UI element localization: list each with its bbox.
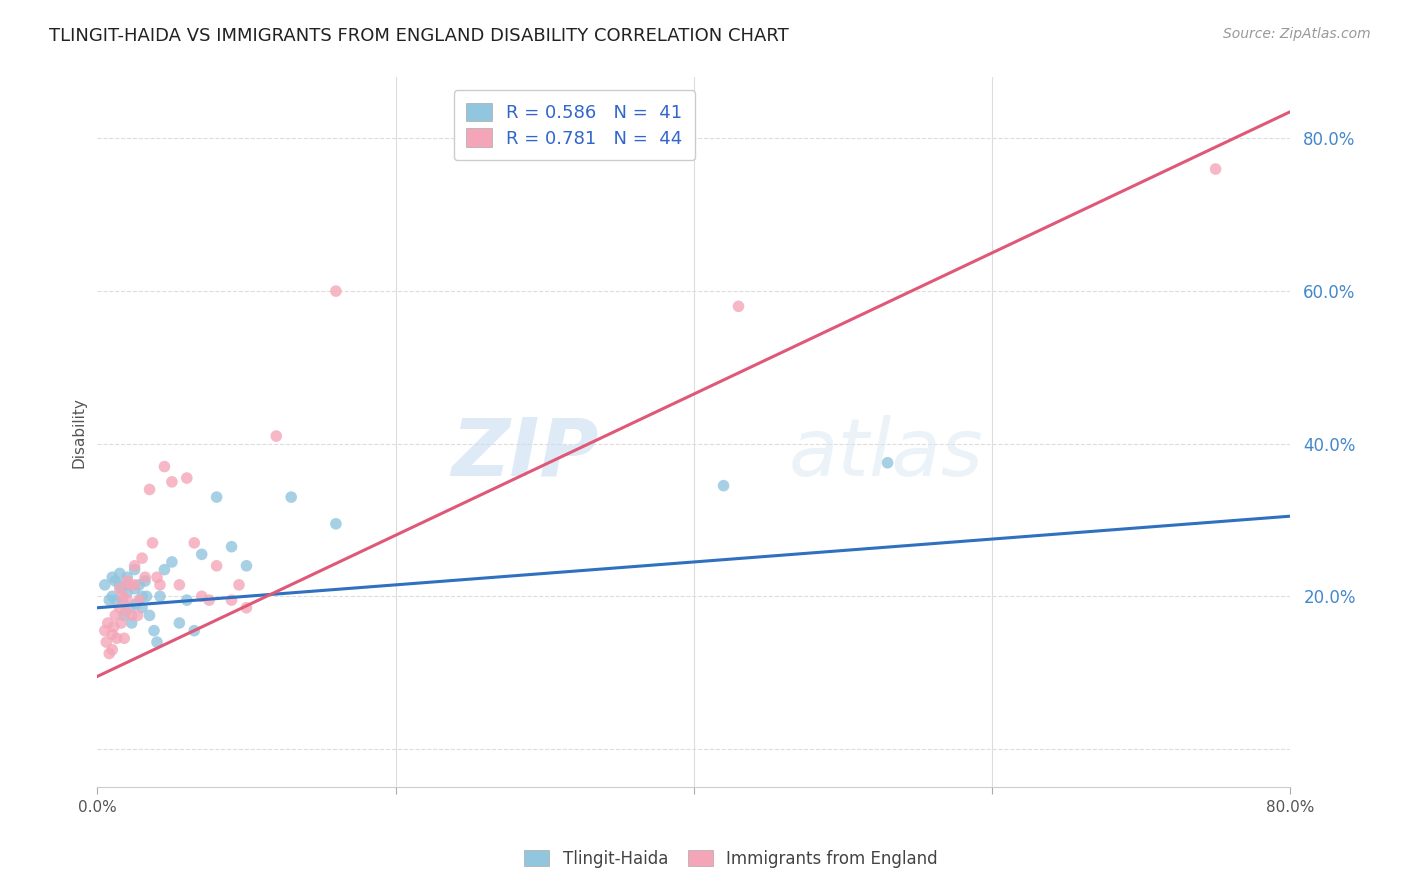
Point [101,627,124,641]
Point [115,570,138,584]
Legend: R = 0.586   N =  41, R = 0.781   N =  44: R = 0.586 N = 41, R = 0.781 N = 44 [454,90,695,161]
Point [727,299,749,313]
Point [125,597,148,611]
Point [183,624,205,638]
Point [134,574,156,588]
Point [108,582,131,596]
Point [98,647,121,661]
Point [121,615,143,630]
Point [94,578,117,592]
Point [101,570,124,584]
Point [108,578,131,592]
Text: ZIP: ZIP [451,415,599,492]
Text: atlas: atlas [789,415,984,492]
Point [124,563,146,577]
Point [183,536,205,550]
Point [876,456,898,470]
Point [104,574,127,588]
Text: TLINGIT-HAIDA VS IMMIGRANTS FROM ENGLAND DISABILITY CORRELATION CHART: TLINGIT-HAIDA VS IMMIGRANTS FROM ENGLAND… [49,27,789,45]
Point [221,540,243,554]
Point [112,608,135,623]
Point [143,624,166,638]
Point [103,620,125,634]
Point [228,578,250,592]
Point [146,570,169,584]
Point [1205,161,1227,176]
Point [124,578,146,592]
Point [128,578,150,592]
Point [325,516,347,531]
Point [97,615,120,630]
Y-axis label: Disability: Disability [72,397,86,467]
Point [115,593,138,607]
Point [127,608,149,623]
Point [115,574,138,588]
Point [198,593,221,607]
Point [149,589,172,603]
Point [118,578,141,592]
Point [104,593,127,607]
Point [713,478,735,492]
Point [205,490,228,504]
Point [104,608,127,623]
Point [121,608,143,623]
Point [131,589,153,603]
Point [115,585,138,599]
Point [146,635,169,649]
Point [98,593,121,607]
Point [94,624,117,638]
Point [169,615,191,630]
Legend: Tlingit-Haida, Immigrants from England: Tlingit-Haida, Immigrants from England [517,844,945,875]
Point [134,570,156,584]
Point [135,589,157,603]
Point [160,555,183,569]
Point [101,642,124,657]
Point [149,578,172,592]
Point [235,600,257,615]
Point [190,547,212,561]
Point [176,593,198,607]
Point [111,593,134,607]
Point [108,600,131,615]
Point [114,605,136,619]
Point [101,589,124,603]
Point [264,429,287,443]
Point [120,578,142,592]
Point [153,563,176,577]
Point [153,459,176,474]
Point [105,632,128,646]
Point [280,490,302,504]
Point [124,558,146,573]
Point [235,558,257,573]
Point [111,589,134,603]
Point [325,284,347,298]
Point [124,582,146,596]
Point [128,593,150,607]
Point [138,483,160,497]
Point [120,600,142,615]
Point [108,566,131,581]
Point [131,600,153,615]
Point [110,582,132,596]
Point [221,593,243,607]
Point [205,558,228,573]
Point [160,475,183,489]
Point [138,608,160,623]
Point [169,578,191,592]
Point [112,632,135,646]
Point [110,615,132,630]
Text: Source: ZipAtlas.com: Source: ZipAtlas.com [1223,27,1371,41]
Point [141,536,163,550]
Point [190,589,212,603]
Point [131,551,153,566]
Point [96,635,118,649]
Point [176,471,198,485]
